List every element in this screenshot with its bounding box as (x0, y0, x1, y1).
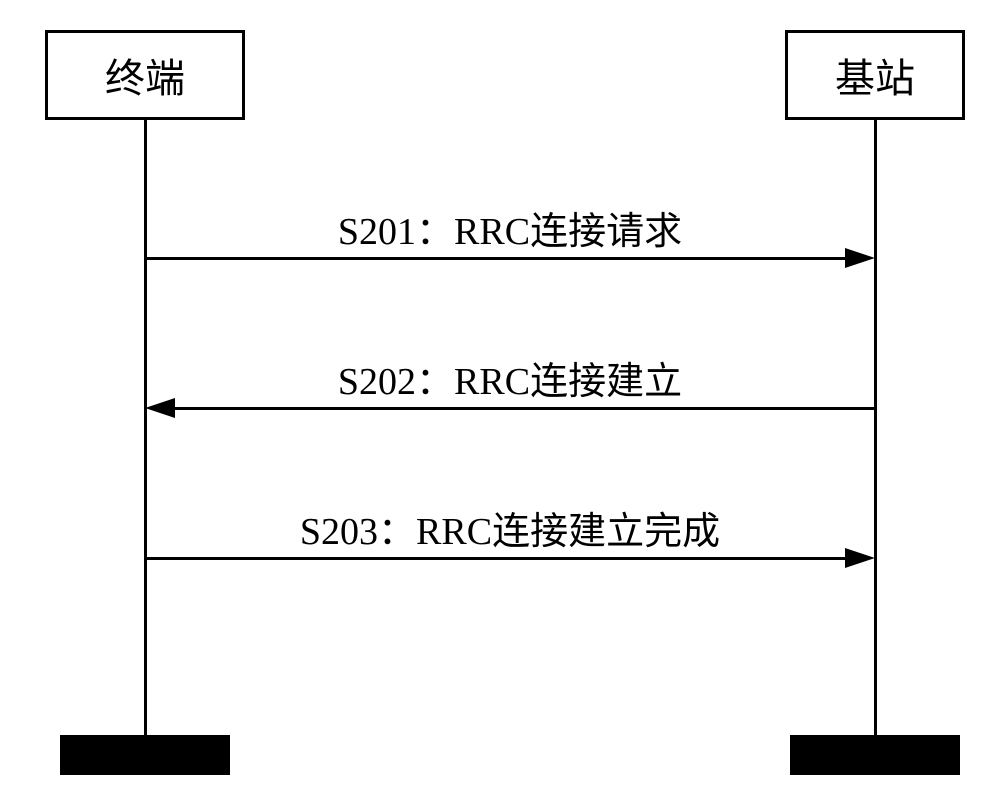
lifeline-foot-basestation (790, 735, 960, 775)
message-arrowhead-s203 (845, 548, 875, 568)
message-arrow-s201 (145, 257, 845, 260)
actor-label-basestation: 基站 (835, 46, 915, 104)
lifeline-foot-terminal (60, 735, 230, 775)
sequence-diagram: 终端 基站 S201：RRC连接请求 S202：RRC连接建立 S203：RRC… (0, 0, 1000, 801)
actor-box-basestation: 基站 (785, 30, 965, 120)
message-label-s201: S201：RRC连接请求 (145, 200, 875, 255)
message-arrow-s203 (145, 557, 845, 560)
message-arrowhead-s201 (845, 248, 875, 268)
actor-label-terminal: 终端 (105, 46, 185, 104)
message-arrowhead-s202 (145, 398, 175, 418)
message-label-s202: S202：RRC连接建立 (145, 350, 875, 405)
message-label-s203: S203：RRC连接建立完成 (145, 500, 875, 555)
message-arrow-s202 (175, 407, 875, 410)
actor-box-terminal: 终端 (45, 30, 245, 120)
